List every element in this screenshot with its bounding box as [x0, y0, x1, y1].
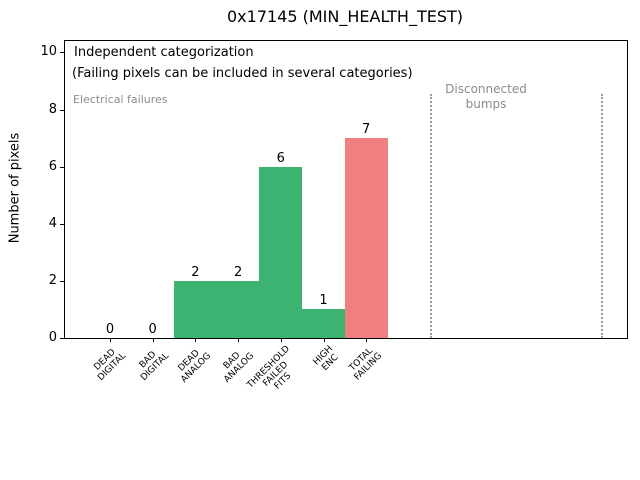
divider-dotted-line [601, 94, 604, 338]
annotation-electrical-failures: Electrical failures [73, 93, 168, 106]
bar-value-label: 6 [276, 150, 285, 166]
bar [302, 309, 345, 338]
x-tick-mark [366, 338, 368, 342]
plot-area: Independent categorization (Failing pixe… [40, 40, 628, 392]
x-tick-label-text: DEAD ANALOG [176, 348, 214, 385]
annotation-disconnected-bumps: Disconnected bumps [445, 82, 527, 111]
bar [174, 280, 217, 338]
x-tick-mark [238, 338, 240, 342]
bar-value-label: 2 [233, 264, 243, 280]
y-tick-label: 2 [48, 272, 57, 288]
y-tick-mark [60, 52, 64, 54]
bar-value-label: 0 [148, 322, 157, 337]
y-tick-mark [60, 338, 64, 339]
bar-value-label: 2 [191, 264, 200, 280]
chart-title: 0x17145 (MIN_HEALTH_TEST) [226, 7, 464, 26]
y-tick-label: 4 [48, 215, 57, 231]
y-tick-mark [60, 223, 64, 225]
annotation-independent-categorization: Independent categorization [74, 45, 254, 60]
bar [259, 166, 303, 338]
bar-value-label: 7 [362, 122, 371, 138]
y-tick-label: 6 [48, 158, 57, 174]
annotation-categories-note: (Failing pixels can be included in sever… [72, 66, 413, 81]
x-tick-label-text: TOTAL FAILING [347, 346, 385, 383]
y-tick-mark [60, 280, 64, 282]
x-tick-label-text: HIGH ENC [311, 344, 341, 373]
x-tick-label-text: DEAD DIGITAL [92, 347, 129, 384]
divider-dotted-line [430, 94, 433, 338]
y-tick-label: 0 [48, 330, 57, 345]
bar-value-label: 1 [319, 293, 328, 309]
y-axis-label: Number of pixels [7, 132, 23, 244]
bar [216, 280, 260, 338]
x-tick-label-text: THRESHOLD FAILED FITS [245, 344, 294, 392]
x-tick-mark [195, 338, 197, 342]
bar [344, 138, 388, 338]
y-tick-mark [60, 109, 64, 111]
x-tick-label-text: BAD DIGITAL [137, 349, 171, 384]
y-tick-mark [60, 166, 64, 168]
x-tick-mark [323, 338, 325, 342]
y-tick-label: 10 [40, 44, 57, 60]
x-tick-mark [152, 338, 154, 342]
bar-value-label: 0 [105, 322, 115, 337]
x-tick-mark [110, 338, 111, 342]
y-tick-label: 8 [48, 101, 57, 117]
x-tick-mark [280, 338, 282, 342]
